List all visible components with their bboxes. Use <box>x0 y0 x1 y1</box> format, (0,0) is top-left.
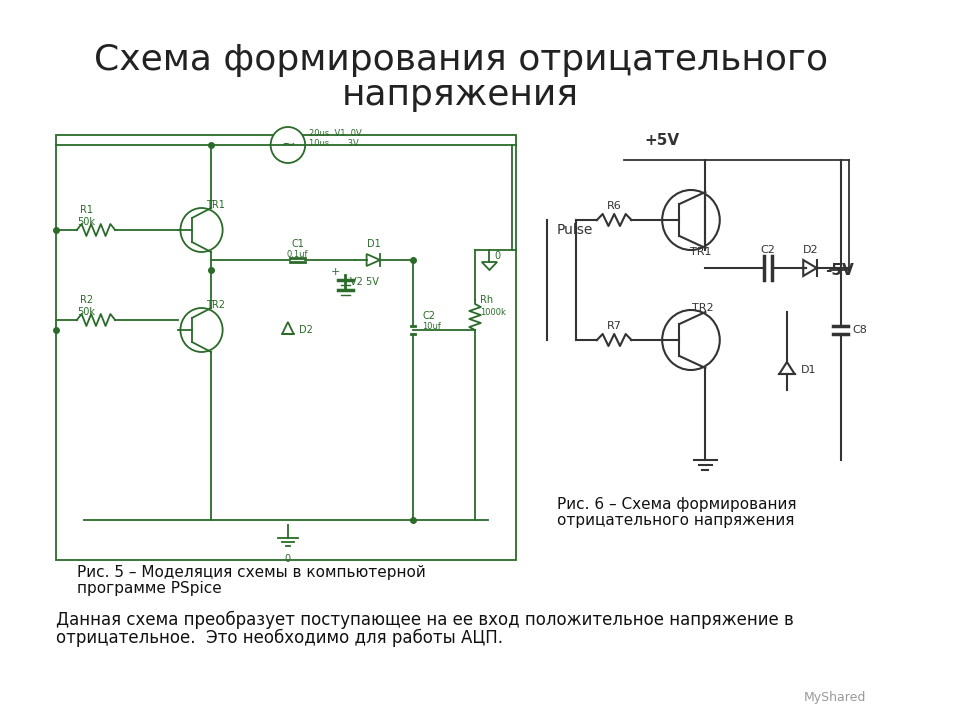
Text: 0.1uf: 0.1uf <box>287 250 308 258</box>
Text: D1: D1 <box>801 365 816 375</box>
Text: Схема формирования отрицательного: Схема формирования отрицательного <box>93 43 828 77</box>
Text: C2: C2 <box>422 311 435 321</box>
Text: -5V: -5V <box>826 263 854 277</box>
Circle shape <box>180 308 223 352</box>
Text: R7: R7 <box>607 321 622 331</box>
Text: Данная схема преобразует поступающее на ее вход положительное напряжение в: Данная схема преобразует поступающее на … <box>56 611 793 629</box>
Text: TR2: TR2 <box>206 300 226 310</box>
Text: R6: R6 <box>607 201 621 211</box>
Text: TR2: TR2 <box>691 303 713 313</box>
Text: программе PSpice: программе PSpice <box>77 580 222 595</box>
Text: +: + <box>331 267 341 277</box>
Text: 10uf: 10uf <box>422 322 442 330</box>
Circle shape <box>662 190 720 250</box>
Text: Рис. 5 – Моделяция схемы в компьютерной: Рис. 5 – Моделяция схемы в компьютерной <box>77 564 425 580</box>
Text: +5V: +5V <box>644 132 680 148</box>
Circle shape <box>180 208 223 252</box>
Text: ~: ~ <box>280 136 296 154</box>
Text: Pulse: Pulse <box>557 223 593 237</box>
Text: C2: C2 <box>760 245 775 255</box>
Text: 50k: 50k <box>78 217 95 227</box>
Text: отрицательного напряжения: отрицательного напряжения <box>557 513 794 528</box>
Text: напряжения: напряжения <box>342 78 579 112</box>
Text: C8: C8 <box>852 325 867 335</box>
Text: R2: R2 <box>80 295 93 305</box>
Text: D1: D1 <box>368 239 381 249</box>
Text: 20us  V1  0V: 20us V1 0V <box>309 128 362 138</box>
Circle shape <box>662 310 720 370</box>
Text: 0: 0 <box>285 554 291 564</box>
Text: 10us       3V: 10us 3V <box>309 138 359 148</box>
Circle shape <box>271 127 305 163</box>
Text: 1000k: 1000k <box>480 307 506 317</box>
Text: V2 5V: V2 5V <box>350 277 379 287</box>
Text: MyShared: MyShared <box>804 691 866 704</box>
Text: R1: R1 <box>80 205 93 215</box>
Text: 0: 0 <box>494 251 500 261</box>
Text: 50k: 50k <box>78 307 95 317</box>
Text: D2: D2 <box>804 245 819 255</box>
Text: Rh: Rh <box>480 295 493 305</box>
Text: TR1: TR1 <box>206 200 226 210</box>
Text: C1: C1 <box>291 239 304 249</box>
Text: D2: D2 <box>300 325 313 335</box>
Bar <box>56 135 516 560</box>
Text: отрицательное.  Это необходимо для работы АЦП.: отрицательное. Это необходимо для работы… <box>56 629 503 647</box>
Text: Рис. 6 – Схема формирования: Рис. 6 – Схема формирования <box>557 498 796 513</box>
Text: TR1: TR1 <box>690 247 711 257</box>
